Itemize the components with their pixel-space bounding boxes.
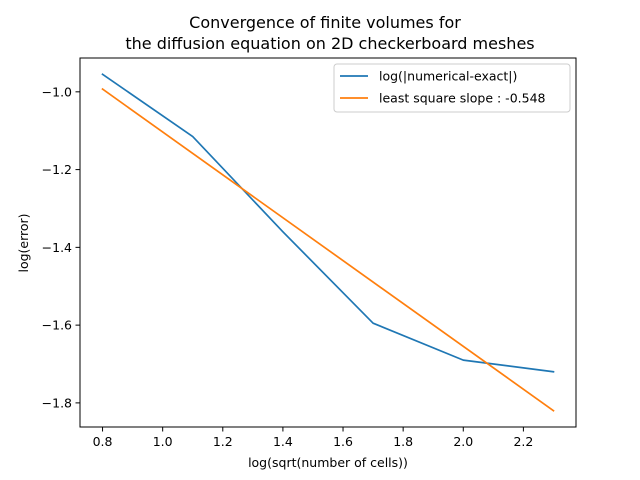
x-tick-label: 1.6 (333, 434, 353, 449)
legend-label-series-2: least square slope : -0.548 (379, 91, 546, 106)
x-tick-label: 1.2 (213, 434, 233, 449)
x-tick-label: 1.8 (393, 434, 413, 449)
chart-title-line-2: the diffusion equation on 2D checkerboar… (125, 34, 534, 53)
y-tick-label: −1.8 (42, 395, 72, 410)
x-tick-label: 2.2 (513, 434, 533, 449)
y-axis: −1.0 −1.2 −1.4 −1.6 −1.8 (42, 84, 80, 410)
y-tick-label: −1.2 (42, 162, 72, 177)
axes-frame (79, 57, 577, 428)
y-axis-label: log(error) (16, 213, 31, 272)
legend-box (333, 63, 571, 113)
legend-label-series-1: log(|numerical-exact|) (379, 69, 517, 84)
x-tick-label: 2.0 (453, 434, 473, 449)
x-tick-label: 1.4 (273, 434, 293, 449)
series-line-2 (101, 87, 555, 412)
x-axis-label: log(sqrt(number of cells)) (248, 455, 408, 470)
y-tick-label: −1.0 (42, 84, 72, 99)
legend: log(|numerical-exact|) least square slop… (333, 63, 571, 113)
y-tick-label: −1.6 (42, 318, 72, 333)
x-tick-label: 1.0 (153, 434, 173, 449)
x-tick-label: 0.8 (93, 434, 113, 449)
plot-area (101, 73, 555, 412)
series-line-1 (101, 73, 555, 373)
x-axis: 0.8 1.0 1.2 1.4 1.6 1.8 2.0 2.2 (93, 427, 533, 449)
chart-title-line-1: Convergence of finite volumes for (189, 13, 461, 32)
y-tick-label: −1.4 (42, 240, 72, 255)
